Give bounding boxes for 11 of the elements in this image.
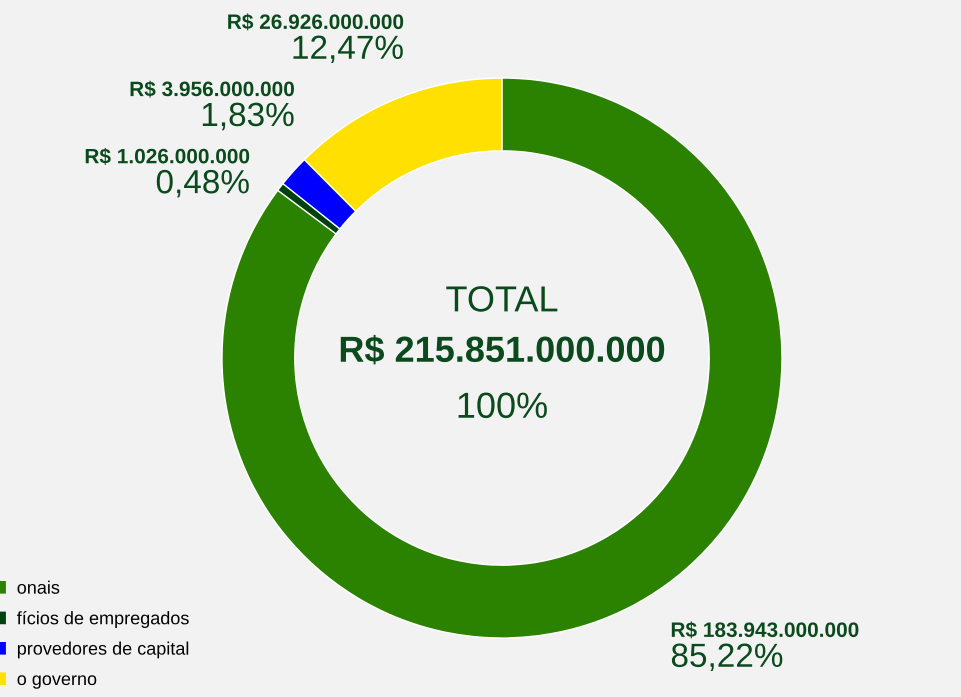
legend-label: onais bbox=[18, 580, 60, 594]
legend-label: o governo bbox=[18, 675, 96, 689]
data-label: R$ 26.926.000.000 12,47% bbox=[228, 13, 404, 64]
text: R$ 215.851.000.000 bbox=[340, 334, 664, 364]
text: 100% bbox=[458, 392, 547, 418]
data-label: R$ 1.026.000.000 0,48% bbox=[86, 148, 250, 198]
data-label: R$ 3.956.000.000 1,83% bbox=[130, 80, 294, 130]
legend-label: provedores de capital bbox=[18, 642, 188, 658]
legend-label: fícios de empregados bbox=[17, 610, 189, 628]
data-label: R$ 183.943.000.000 85,22% bbox=[672, 621, 858, 672]
text: TOTAL bbox=[446, 286, 558, 312]
